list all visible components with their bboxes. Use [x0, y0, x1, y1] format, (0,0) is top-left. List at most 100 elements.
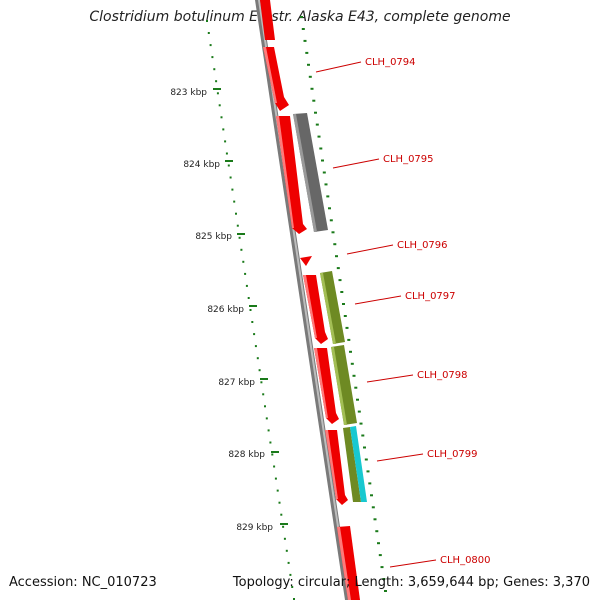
- gc-dot: [258, 369, 261, 372]
- gc-dot: [329, 219, 333, 222]
- gc-dot: [273, 465, 276, 468]
- cog-block[interactable]: [331, 345, 357, 425]
- label-leader: [389, 559, 437, 568]
- gc-dot: [363, 446, 366, 449]
- scale-label: 828 kbp: [228, 450, 265, 460]
- gene-label[interactable]: CLH_0797: [405, 291, 456, 302]
- gc-dot: [328, 207, 331, 210]
- gc-dot: [310, 87, 314, 90]
- cog-block[interactable]: [350, 426, 367, 502]
- gc-dot: [271, 453, 274, 456]
- gene-arrow[interactable]: [314, 348, 339, 424]
- gc-dot: [326, 195, 330, 198]
- gc-dot: [319, 147, 323, 150]
- gc-dot: [349, 350, 352, 353]
- gc-dot: [218, 104, 221, 107]
- gc-dot: [338, 279, 342, 282]
- gc-dot: [307, 63, 310, 66]
- label-leader: [366, 374, 414, 383]
- scale-label: 823 kbp: [170, 88, 207, 98]
- gc-dot: [342, 303, 345, 305]
- gc-dot: [213, 68, 216, 71]
- label-leader: [315, 61, 362, 73]
- gc-dot: [321, 159, 324, 162]
- gc-dot: [291, 586, 294, 588]
- gc-dot: [249, 309, 252, 311]
- gene-label[interactable]: CLH_0794: [365, 57, 416, 68]
- feature-track: [260, 0, 367, 600]
- label-leader: [346, 244, 394, 255]
- gc-dot: [312, 99, 316, 102]
- gc-dot: [265, 417, 268, 420]
- gc-dot: [357, 410, 361, 413]
- scale-label: 825 kbp: [195, 232, 232, 242]
- gene-label[interactable]: CLH_0798: [417, 370, 468, 381]
- label-leader: [332, 158, 380, 169]
- gc-dot: [352, 374, 356, 377]
- gc-dot: [361, 434, 365, 437]
- gc-dot: [245, 284, 248, 287]
- accession-text: Accession: NC_010723: [9, 575, 157, 590]
- gene-label[interactable]: CLH_0796: [397, 240, 448, 251]
- gc-dot: [340, 291, 344, 293]
- gc-dot: [224, 140, 227, 143]
- cog-block[interactable]: [293, 113, 328, 232]
- gc-dot: [267, 429, 270, 432]
- gc-dot: [215, 80, 218, 83]
- gc-dot: [366, 470, 370, 473]
- gc-dot: [287, 561, 290, 564]
- gc-dot: [293, 598, 295, 600]
- gc-dot: [235, 212, 237, 215]
- gc-dot: [303, 39, 307, 42]
- gc-dot: [343, 315, 347, 317]
- gc-dot: [227, 164, 230, 167]
- gc-dot: [231, 188, 234, 191]
- gc-dot: [354, 386, 358, 389]
- gc-dot: [269, 441, 272, 444]
- cog-block[interactable]: [320, 271, 345, 344]
- gc-dot: [260, 381, 263, 384]
- gc-dot: [251, 321, 254, 323]
- scale-label: 829 kbp: [236, 523, 273, 533]
- gc-dot: [254, 345, 257, 348]
- gc-dot: [229, 176, 232, 179]
- gc-dot: [253, 333, 256, 336]
- gc-dot: [336, 267, 340, 270]
- gc-dot: [364, 458, 368, 461]
- gene-arrow[interactable]: [300, 256, 312, 266]
- gc-dot: [373, 518, 377, 521]
- label-leader: [376, 453, 424, 462]
- gc-dot: [236, 224, 239, 227]
- scale-ticks: 823 kbp 824 kbp 825 kbp 826 kbp 827 kbp …: [170, 88, 288, 533]
- gc-dot: [308, 75, 312, 78]
- gene-arrow[interactable]: [325, 430, 348, 505]
- label-leader: [354, 295, 402, 305]
- gc-dot: [317, 135, 321, 138]
- gc-dot: [240, 248, 243, 251]
- gc-dot: [222, 128, 225, 131]
- gene-labels: CLH_0794 CLH_0795 CLH_0796 CLH_0797 CLH_…: [315, 57, 491, 568]
- gene-arrow[interactable]: [303, 275, 328, 344]
- gene-label[interactable]: CLH_0800: [440, 555, 491, 566]
- gene-label[interactable]: CLH_0799: [427, 449, 478, 460]
- cog-block[interactable]: [343, 427, 361, 502]
- scale-label: 824 kbp: [183, 160, 220, 170]
- gene-arrow[interactable]: [276, 116, 307, 234]
- gc-dot: [211, 56, 214, 59]
- gene-arrow[interactable]: [260, 0, 275, 40]
- gc-dot: [206, 20, 208, 22]
- gc-dot: [289, 573, 292, 576]
- gc-dot: [264, 405, 266, 408]
- gc-dot: [305, 51, 309, 54]
- map-title: Clostridium botulinum E3 str. Alaska E43…: [89, 9, 511, 25]
- gene-arrow[interactable]: [263, 47, 289, 111]
- gc-dot: [301, 28, 305, 30]
- gc-dot: [377, 542, 380, 545]
- gc-dot: [380, 566, 384, 569]
- gc-dot: [356, 398, 359, 401]
- gc-dot: [382, 578, 386, 580]
- scale-label: 826 kbp: [207, 305, 244, 315]
- gene-arrow[interactable]: [337, 526, 360, 600]
- gene-label[interactable]: CLH_0795: [383, 154, 434, 165]
